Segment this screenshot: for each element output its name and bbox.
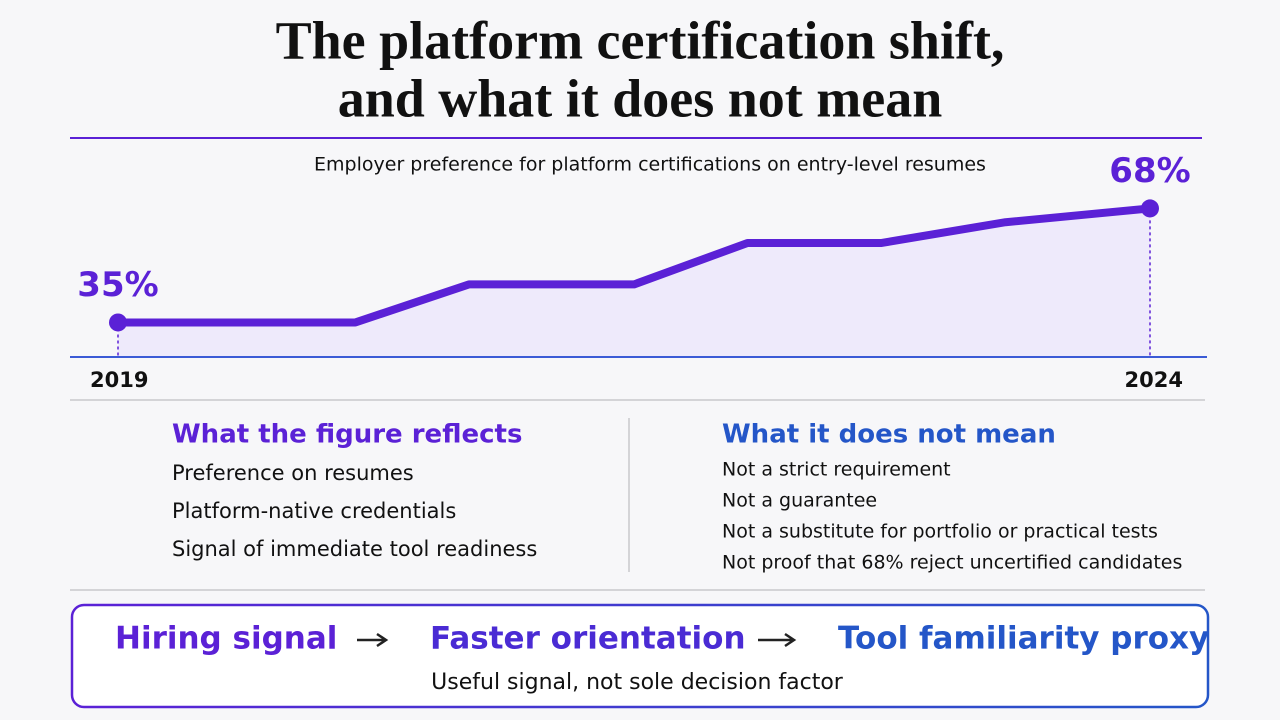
- panel-item: Platform-native credentials: [172, 499, 456, 523]
- panel-heading: What the figure reflects: [172, 420, 522, 450]
- panel-list: Preference on resumes Platform-native cre…: [172, 461, 537, 561]
- panel-item: Not a strict requirement: [722, 459, 951, 481]
- point: [109, 313, 127, 332]
- chart-subtitle: Employer preference for platform certifi…: [314, 154, 986, 176]
- area: [118, 208, 1150, 357]
- line-chart: 35% 68% 2019 2024: [70, 151, 1207, 392]
- title-line: and what it does not mean: [338, 68, 943, 128]
- point: [1141, 199, 1159, 218]
- arrow: [357, 632, 389, 648]
- panel-list: Not a strict requirement Not a guarantee N…: [722, 459, 1182, 574]
- panel-item: Preference on resumes: [172, 461, 414, 485]
- panel-item: Not a guarantee: [722, 490, 877, 512]
- arrow: [758, 632, 797, 648]
- panel-item: Not proof that 68% reject uncertified ca…: [722, 552, 1182, 574]
- value-label: 35%: [77, 265, 158, 305]
- x-tick-label: 2024: [1125, 368, 1183, 392]
- value-label: 68%: [1109, 151, 1190, 191]
- flow-box: [70, 603, 1210, 709]
- flow-step: Faster orientation: [430, 621, 746, 657]
- flow-step: Tool familiarity proxy: [838, 621, 1209, 657]
- panel-item: Signal of immediate tool readiness: [172, 537, 537, 561]
- panel-heading: What it does not mean: [722, 420, 1056, 450]
- flow-note: Useful signal, not sole decision factor: [431, 670, 844, 695]
- title-line: The platform certification shift,: [276, 10, 1005, 70]
- panel-item: Not a substitute for portfolio or practi…: [722, 521, 1158, 543]
- x-tick-label: 2019: [90, 368, 148, 392]
- line: [114, 204, 1154, 327]
- flow-step: Hiring signal: [115, 621, 337, 657]
